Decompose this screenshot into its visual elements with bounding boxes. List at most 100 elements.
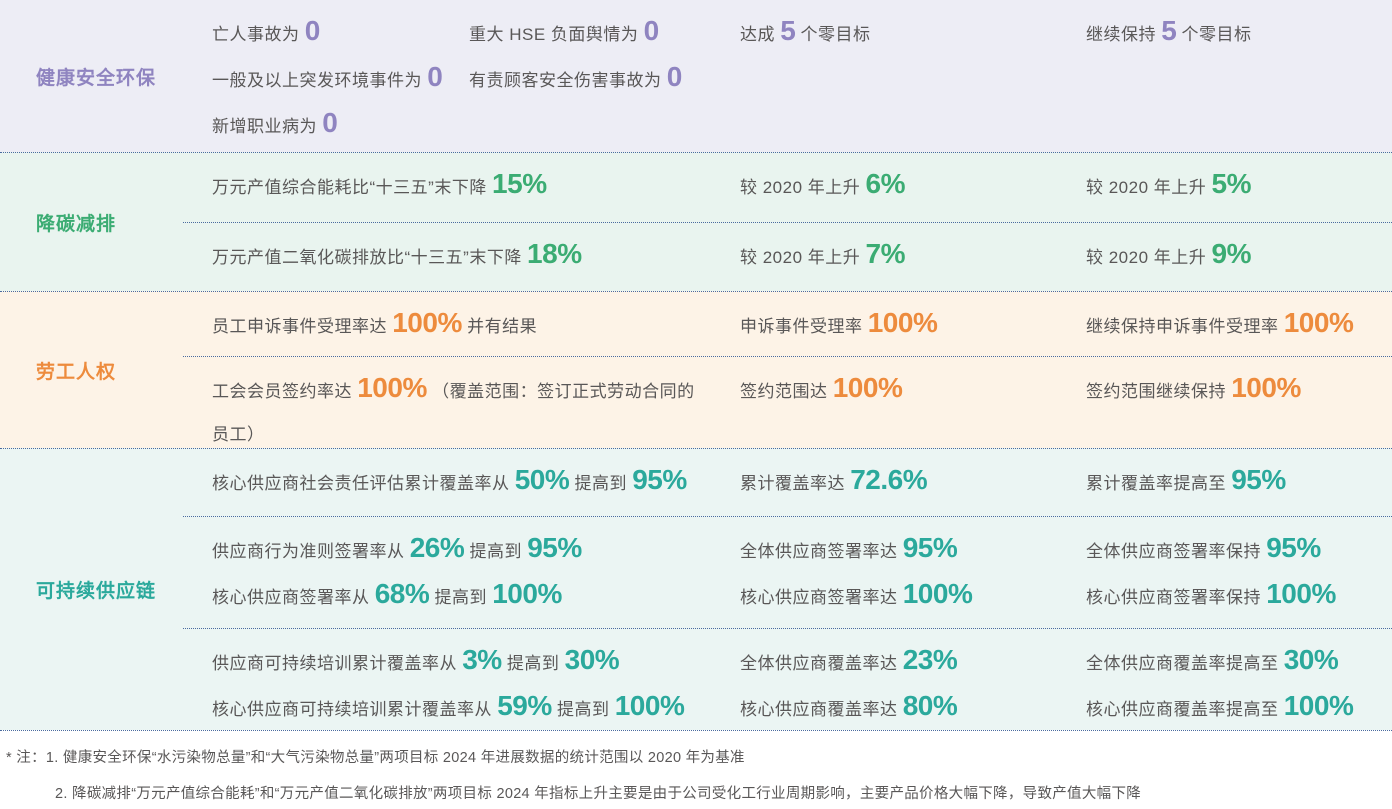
text-line: 新增职业病为 0 xyxy=(212,109,461,142)
highlight-value: 95% xyxy=(632,464,687,495)
cell-future: 累计覆盖率提高至 95% xyxy=(1080,466,1392,499)
highlight-value: 100% xyxy=(1231,372,1301,403)
highlight-value: 0 xyxy=(304,15,321,46)
cell-target-a: 亡人事故为 0 一般及以上突发环境事件为 0 新增职业病为 0 xyxy=(183,17,469,142)
text-line: 一般及以上突发环境事件为 0 xyxy=(212,63,461,96)
highlight-value: 30% xyxy=(564,644,620,675)
highlight-value: 3% xyxy=(462,644,502,675)
table-subrow: 亡人事故为 0 一般及以上突发环境事件为 0 新增职业病为 0 重大 HSE 负面舆情… xyxy=(183,0,1392,152)
text-segment: 较 2020 年上升 xyxy=(1086,178,1212,197)
highlight-value: 95% xyxy=(527,532,582,563)
highlight-value: 15% xyxy=(492,168,547,199)
text-segment: 较 2020 年上升 xyxy=(740,178,866,197)
text-segment: 提高到 xyxy=(551,700,615,719)
cell-progress: 较 2020 年上升 7% xyxy=(720,239,1080,273)
text-line: 签约范围达 100% xyxy=(740,374,1070,407)
text-line: 较 2020 年上升 7% xyxy=(740,239,1070,273)
cell-progress: 累计覆盖率达 72.6% xyxy=(720,466,1080,499)
highlight-value: 5 xyxy=(1161,15,1177,46)
highlight-value: 0 xyxy=(643,15,660,46)
footnote-line-2: 2. 降碳减排“万元产值综合能耗”和“万元产值二氧化碳排放”两项目标 2024 … xyxy=(55,783,1382,805)
highlight-value: 5% xyxy=(1211,168,1252,199)
highlight-value: 100% xyxy=(1283,690,1354,721)
text-segment: 申诉事件受理率 xyxy=(740,317,868,336)
band-content: 员工申诉事件受理率达 100% 并有结果 申诉事件受理率 100% 继续保持申诉事件… xyxy=(183,292,1392,448)
table-subrow: 万元产值二氧化碳排放比“十三五”末下降 18% 较 2020 年上升 7% 较 20… xyxy=(183,221,1392,292)
text-line: 累计覆盖率提高至 95% xyxy=(1086,466,1382,499)
text-segment: 有责顾客安全伤害事故为 xyxy=(469,71,667,90)
text-line: 较 2020 年上升 9% xyxy=(1086,237,1382,273)
cell-target: 核心供应商社会责任评估累计覆盖率从 50% 提高到 95% xyxy=(183,466,720,499)
table-subrow: 员工申诉事件受理率达 100% 并有结果 申诉事件受理率 100% 继续保持申诉事件… xyxy=(183,292,1392,356)
band-content: 核心供应商社会责任评估累计覆盖率从 50% 提高到 95% 累计覆盖率达 72.6… xyxy=(183,449,1392,730)
text-segment: 提高到 xyxy=(464,542,528,561)
cell-future: 全体供应商签署率保持 95% 核心供应商签署率保持 100% xyxy=(1080,534,1392,613)
text-line: 核心供应商签署率从 68% 提高到 100% xyxy=(212,580,708,613)
text-segment: 累计覆盖率提高至 xyxy=(1086,474,1232,493)
table-band-hse: 健康安全环保 亡人事故为 0 一般及以上突发环境事件为 0 新增职业病为 0 重大 HS… xyxy=(0,0,1392,152)
text-line: 核心供应商覆盖率达 80% xyxy=(740,692,1070,725)
highlight-value: 18% xyxy=(527,237,582,269)
text-segment: 万元产值综合能耗比“十三五”末下降 xyxy=(212,178,493,197)
text-line: 供应商行为准则签署率从 26% 提高到 95% xyxy=(212,534,708,567)
text-line: 累计覆盖率达 72.6% xyxy=(740,466,1070,499)
highlight-value: 100% xyxy=(492,578,562,609)
band-content: 万元产值综合能耗比“十三五”末下降 15% 较 2020 年上升 6% 较 2020… xyxy=(183,153,1392,291)
cell-target-b: 重大 HSE 负面舆情为 0 有责顾客安全伤害事故为 0 xyxy=(469,17,720,96)
highlight-value: 59% xyxy=(497,690,552,721)
footnote: * 注：1. 健康安全环保“水污染物总量”和“大气污染物总量”两项目标 2024… xyxy=(0,731,1392,809)
text-segment: 个零目标 xyxy=(1176,25,1252,44)
highlight-value: 0 xyxy=(427,61,443,92)
highlight-value: 0 xyxy=(666,61,683,92)
highlight-value: 26% xyxy=(409,532,465,563)
highlight-value: 100% xyxy=(832,372,903,403)
text-segment: 核心供应商签署率保持 xyxy=(1086,588,1267,607)
highlight-value: 30% xyxy=(1283,644,1339,675)
cell-future: 较 2020 年上升 5% xyxy=(1080,170,1392,203)
cell-progress: 较 2020 年上升 6% xyxy=(720,170,1080,203)
text-segment: 核心供应商可持续培训累计覆盖率从 xyxy=(212,700,498,719)
cell-progress: 申诉事件受理率 100% xyxy=(720,309,1080,342)
cell-progress: 全体供应商覆盖率达 23% 核心供应商覆盖率达 80% xyxy=(720,646,1080,725)
text-line: 申诉事件受理率 100% xyxy=(740,309,1070,342)
text-segment: 全体供应商覆盖率提高至 xyxy=(1086,654,1284,673)
category-label-labor: 劳工人权 xyxy=(36,361,117,383)
text-line: 员工） xyxy=(212,420,708,450)
text-line: 工会会员签约率达 100% （覆盖范围：签订正式劳动合同的 xyxy=(212,374,708,407)
text-line: 万元产值二氧化碳排放比“十三五”末下降 18% xyxy=(212,237,708,273)
category-label-carbon: 降碳减排 xyxy=(36,213,117,235)
table-band-carbon: 降碳减排 万元产值综合能耗比“十三五”末下降 15% 较 2020 年上升 6% 较 … xyxy=(0,152,1392,291)
text-segment: 工会会员签约率达 xyxy=(212,382,358,401)
text-segment: 累计覆盖率达 xyxy=(740,474,851,493)
category-label-supply-chain: 可持续供应链 xyxy=(36,581,157,602)
highlight-value: 9% xyxy=(1211,237,1252,269)
text-segment: 签约范围达 xyxy=(740,382,833,401)
text-segment: （覆盖范围：签订正式劳动合同的 xyxy=(426,382,695,401)
cell-target: 万元产值二氧化碳排放比“十三五”末下降 18% xyxy=(183,237,720,273)
text-segment: 核心供应商签署率从 xyxy=(212,588,375,607)
highlight-value: 100% xyxy=(1283,307,1354,338)
text-line: 核心供应商社会责任评估累计覆盖率从 50% 提高到 95% xyxy=(212,466,708,499)
text-segment: 万元产值二氧化碳排放比“十三五”末下降 xyxy=(212,247,528,267)
cell-target: 供应商行为准则签署率从 26% 提高到 95% 核心供应商签署率从 68% 提高到… xyxy=(183,534,720,613)
cell-future: 继续保持申诉事件受理率 100% xyxy=(1080,309,1392,342)
table-subrow: 供应商行为准则签署率从 26% 提高到 95% 核心供应商签署率从 68% 提高到… xyxy=(183,516,1392,628)
footnote-line-1: * 注：1. 健康安全环保“水污染物总量”和“大气污染物总量”两项目标 2024… xyxy=(6,747,1382,769)
highlight-value: 100% xyxy=(392,307,462,338)
esg-goals-table: 健康安全环保 亡人事故为 0 一般及以上突发环境事件为 0 新增职业病为 0 重大 HS… xyxy=(0,0,1392,731)
text-segment: 提高到 xyxy=(569,474,633,493)
text-segment: 并有结果 xyxy=(461,317,538,336)
text-line: 全体供应商签署率保持 95% xyxy=(1086,534,1382,567)
cell-progress: 全体供应商签署率达 95% 核心供应商签署率达 100% xyxy=(720,534,1080,613)
text-segment: 员工） xyxy=(212,425,265,444)
highlight-value: 100% xyxy=(357,372,427,403)
cell-target: 供应商可持续培训累计覆盖率从 3% 提高到 30% 核心供应商可持续培训累计覆盖率… xyxy=(183,646,720,725)
cell-future: 签约范围继续保持 100% xyxy=(1080,374,1392,407)
text-segment: 继续保持申诉事件受理率 xyxy=(1086,317,1284,336)
highlight-value: 95% xyxy=(1266,532,1321,563)
table-subrow: 供应商可持续培训累计覆盖率从 3% 提高到 30% 核心供应商可持续培训累计覆盖率… xyxy=(183,628,1392,730)
text-line: 全体供应商覆盖率提高至 30% xyxy=(1086,646,1382,679)
text-segment: 签约范围继续保持 xyxy=(1086,382,1232,401)
text-segment: 重大 HSE 负面舆情为 xyxy=(469,25,644,44)
table-subrow: 核心供应商社会责任评估累计覆盖率从 50% 提高到 95% 累计覆盖率达 72.6… xyxy=(183,449,1392,516)
